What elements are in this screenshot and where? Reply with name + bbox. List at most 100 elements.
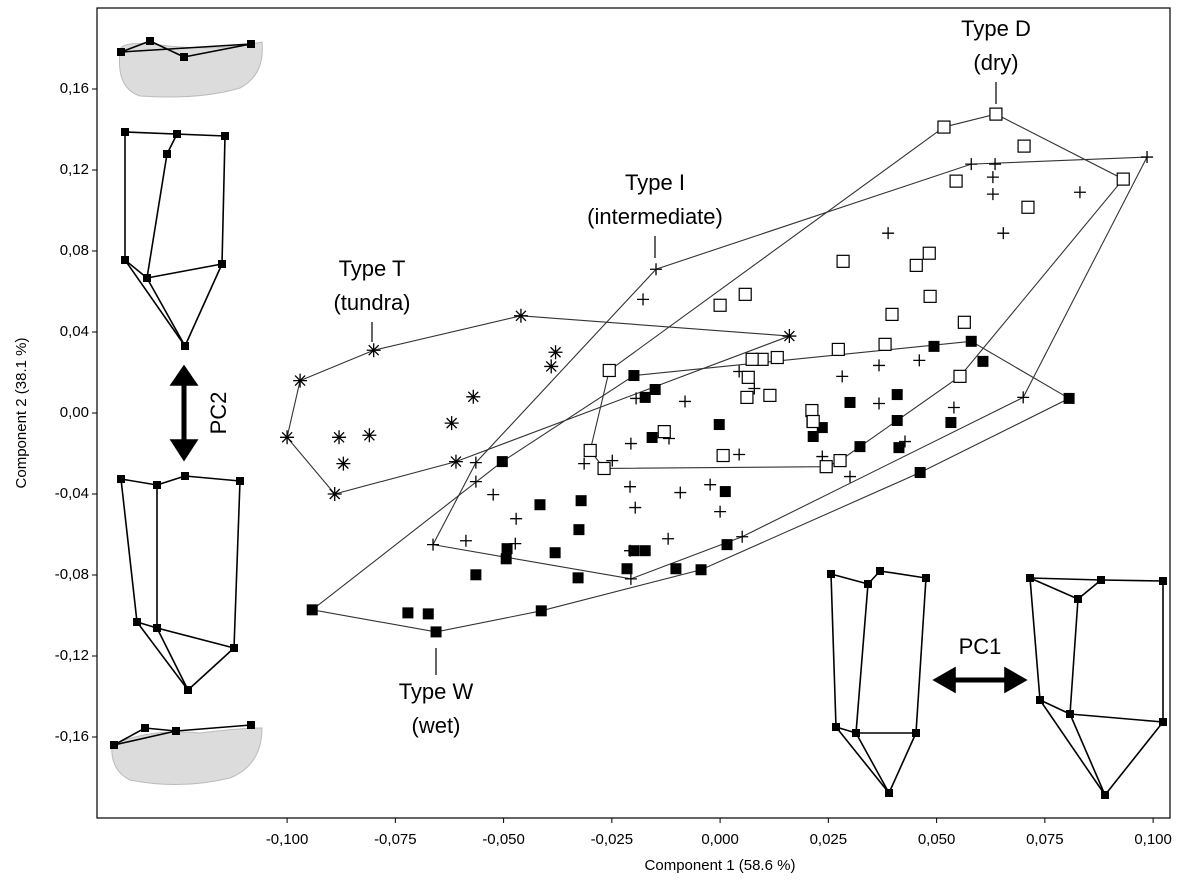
point [549, 547, 561, 559]
marker [535, 605, 547, 617]
marker [763, 388, 777, 402]
marker [997, 227, 1010, 240]
point [721, 539, 733, 551]
inset-node [885, 789, 893, 797]
marker [922, 246, 936, 260]
inset-edge [120, 478, 138, 623]
inset-edge [879, 570, 927, 579]
point [953, 369, 967, 383]
marker [624, 544, 637, 557]
marker [630, 392, 643, 405]
marker [819, 460, 833, 474]
inset-node [143, 274, 151, 282]
inset-edge [113, 727, 146, 746]
point [280, 430, 295, 445]
marker [695, 564, 707, 576]
marker [670, 563, 682, 575]
point [448, 454, 463, 469]
point [704, 478, 717, 491]
point [714, 505, 727, 518]
point [630, 392, 643, 405]
y-tick-label: 0,16 [60, 80, 89, 97]
marker [873, 397, 886, 410]
x-tick-label: -0,075 [374, 831, 417, 848]
inset-node [1097, 576, 1105, 584]
marker [937, 120, 951, 134]
marker [573, 524, 585, 536]
inset-node [247, 40, 255, 48]
inset-node [121, 256, 129, 264]
point [306, 604, 318, 616]
marker [807, 430, 819, 442]
inset-edge [120, 478, 158, 486]
marker [639, 545, 651, 557]
point [679, 395, 692, 408]
marker [637, 293, 650, 306]
inset-node [1159, 718, 1167, 726]
point [806, 414, 820, 429]
point [624, 572, 637, 585]
marker [891, 414, 903, 426]
point [913, 354, 926, 367]
marker [949, 174, 963, 188]
point [957, 315, 971, 329]
y-axis-title: Component 2 (38.1 %) [13, 338, 30, 489]
point [716, 448, 730, 463]
marker [624, 437, 637, 450]
inset-edge [1029, 577, 1079, 600]
inset-edge [146, 263, 223, 279]
point [997, 227, 1010, 240]
point [719, 486, 731, 498]
point [713, 298, 727, 312]
point [548, 345, 563, 360]
marker [1116, 172, 1130, 186]
marker [487, 488, 500, 501]
marker [513, 308, 528, 323]
point [909, 258, 923, 272]
group-description: (intermediate) [587, 204, 723, 229]
x-tick-label: 0,000 [701, 831, 739, 848]
inset-node [1101, 791, 1109, 799]
marker [470, 569, 482, 581]
group-description: (dry) [973, 50, 1018, 75]
marker [649, 384, 661, 396]
inset-edge [830, 573, 869, 585]
point [578, 457, 591, 470]
marker [898, 435, 911, 448]
point [1141, 151, 1154, 164]
point [986, 171, 999, 184]
marker [624, 572, 637, 585]
marker [893, 442, 905, 454]
point [882, 227, 895, 240]
point [740, 390, 754, 405]
inset-edge [120, 40, 151, 53]
inset-edge [124, 259, 186, 347]
marker [509, 537, 522, 550]
marker [327, 487, 342, 501]
group-name: Type D [961, 16, 1031, 41]
point [422, 608, 434, 620]
y-tick-label: 0,00 [60, 404, 89, 421]
inset-edge [1039, 699, 1106, 796]
inset-edge [1104, 721, 1164, 796]
marker [469, 456, 482, 469]
marker [602, 363, 616, 378]
marker [909, 258, 923, 272]
point [713, 419, 725, 431]
marker [713, 419, 725, 431]
marker [422, 608, 434, 620]
marker [1073, 186, 1086, 199]
inset-edge [144, 727, 177, 732]
marker [1017, 139, 1031, 153]
x-tick-label: 0,100 [1134, 831, 1172, 848]
marker [738, 287, 752, 301]
inset-node [1159, 577, 1167, 585]
point [977, 355, 989, 367]
point [1017, 139, 1031, 153]
inset-edge [855, 732, 890, 794]
point [674, 486, 687, 499]
point [763, 388, 777, 402]
group-name: Type W [399, 679, 474, 704]
point [736, 530, 749, 543]
group-name: Type T [339, 256, 406, 281]
